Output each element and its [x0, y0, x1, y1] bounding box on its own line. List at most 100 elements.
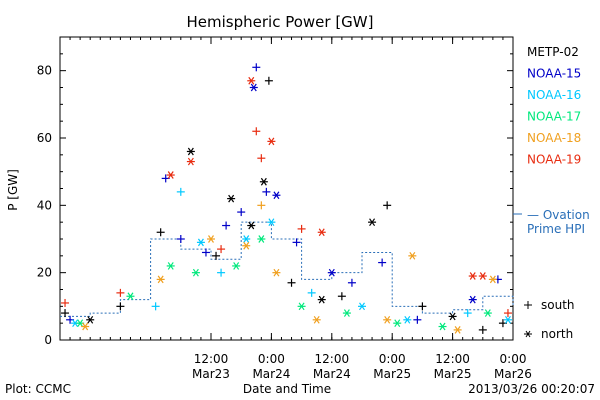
noaa-15-point-13 — [378, 258, 387, 267]
noaa-18-point-5 — [272, 268, 281, 277]
noaa-19-point-9 — [297, 224, 306, 233]
noaa-18-point-2 — [207, 235, 215, 243]
x-tick-time-2: 12:00 — [315, 352, 350, 366]
noaa-16-point-10 — [463, 309, 472, 318]
metp-02-point-16 — [448, 312, 457, 321]
noaa-15-point-5 — [237, 208, 246, 217]
metp-02-point-11 — [317, 295, 326, 304]
marker-legend: south north — [524, 298, 575, 341]
legend-noaa-19: NOAA-19 — [527, 153, 581, 167]
metp-02-point-14 — [383, 201, 392, 210]
noaa-18-point-7 — [383, 315, 392, 324]
noaa-18-point-1 — [156, 275, 165, 284]
plot-timestamp: 2013/03/26 00:20:07 — [468, 382, 595, 396]
legend-noaa-18: NOAA-18 — [527, 131, 581, 145]
marker-legend-south: south — [541, 298, 575, 312]
noaa-18-point-6 — [312, 315, 321, 324]
noaa-17-point-7 — [342, 309, 351, 317]
noaa-15-point-15 — [468, 295, 477, 304]
noaa-17-point-2 — [166, 262, 175, 270]
noaa-16-point-11 — [503, 315, 512, 324]
noaa-16-point-9 — [403, 315, 412, 324]
metp-02-point-5 — [212, 251, 221, 260]
satellite-markers — [61, 63, 512, 334]
noaa-19-point-5 — [247, 76, 256, 85]
noaa-16-point-1 — [151, 302, 160, 311]
metp-02-point-1 — [86, 315, 95, 324]
y-axis-label: P [GW] — [6, 169, 20, 211]
x-tick-date-3: Mar25 — [373, 367, 411, 381]
noaa-17-point-10 — [483, 309, 492, 317]
noaa-16-point-7 — [307, 288, 316, 297]
x-tick-time-4: 12:00 — [435, 352, 470, 366]
noaa-17-point-4 — [232, 262, 241, 270]
noaa-16-point-3 — [196, 238, 205, 247]
legend-noaa-15: NOAA-15 — [527, 67, 581, 81]
x-tick-time-1: 0:00 — [258, 352, 285, 366]
noaa-15-point-7 — [252, 63, 261, 72]
noaa-19-point-0 — [61, 298, 70, 307]
metp-02-point-15 — [418, 302, 427, 311]
noaa-19-point-12 — [478, 272, 487, 280]
metp-02-point-6 — [227, 194, 236, 203]
noaa-15-point-10 — [292, 238, 301, 247]
noaa-19-point-1 — [116, 288, 125, 297]
x-tick-time-5: 0:00 — [500, 352, 527, 366]
noaa-16-point-4 — [217, 268, 226, 277]
marker-legend-star — [524, 330, 532, 338]
ovation-prime-hpi-line — [60, 213, 522, 317]
legend: METP-02 NOAA-15 NOAA-16 NOAA-17 NOAA-18 NOAA-… — [527, 45, 581, 167]
noaa-17-point-5 — [257, 235, 266, 243]
metp-02-point-2 — [116, 302, 125, 311]
legend-noaa-17: NOAA-17 — [527, 110, 581, 124]
noaa-15-point-2 — [176, 235, 185, 243]
metp-02-point-13 — [368, 218, 377, 227]
y-tick-label-3: 60 — [37, 131, 52, 145]
x-axis-label: Date and Time — [243, 382, 331, 396]
metp-02-point-4 — [186, 147, 195, 156]
noaa-15-point-11 — [327, 268, 336, 277]
metp-02-point-7 — [247, 221, 256, 230]
noaa-19-point-8 — [267, 137, 276, 146]
noaa-17-point-9 — [438, 322, 447, 331]
y-tick-label-1: 20 — [37, 266, 52, 280]
x-tick-time-0: 12:00 — [194, 352, 229, 366]
x-tick-date-1: Mar24 — [252, 367, 290, 381]
y-tick-label-4: 80 — [37, 64, 52, 78]
legend-metp-02: METP-02 — [527, 45, 579, 59]
marker-legend-north: north — [541, 327, 573, 341]
chart-title: Hemispheric Power [GW] — [187, 13, 374, 31]
noaa-19-point-10 — [317, 228, 326, 237]
noaa-15-point-9 — [272, 191, 281, 200]
metp-02-point-3 — [156, 228, 165, 237]
noaa-19-point-3 — [186, 157, 195, 166]
noaa-16-point-6 — [267, 218, 276, 227]
noaa-15-point-4 — [222, 221, 231, 230]
noaa-18-point-10 — [488, 275, 497, 284]
noaa-15-point-14 — [413, 315, 422, 324]
x-axis: 12:00Mar230:00Mar2412:00Mar240:00Mar2512… — [59, 37, 532, 381]
noaa-17-point-3 — [191, 268, 200, 277]
ovation-hpi-step-line — [60, 221, 514, 317]
metp-02-point-8 — [259, 177, 268, 186]
metp-02-point-10 — [287, 278, 296, 287]
noaa-18-point-8 — [408, 251, 417, 260]
metp-02-point-0 — [61, 309, 70, 318]
y-tick-label-0: 0 — [44, 333, 52, 347]
plot-frame — [59, 36, 514, 341]
noaa-16-point-5 — [242, 235, 251, 243]
noaa-18-point-4 — [257, 201, 266, 210]
legend-noaa-16: NOAA-16 — [527, 88, 581, 102]
noaa-15-point-12 — [347, 278, 356, 287]
metp-02-point-12 — [337, 292, 346, 301]
plot-credit: Plot: CCMC — [5, 382, 71, 396]
noaa-17-point-6 — [297, 302, 306, 311]
x-tick-date-5: Mar26 — [494, 367, 532, 381]
noaa-19-point-13 — [503, 309, 512, 318]
legend-ovation-line2: Prime HPI — [527, 222, 585, 236]
x-tick-time-3: 0:00 — [379, 352, 406, 366]
metp-02-point-17 — [478, 325, 487, 334]
noaa-18-point-9 — [453, 326, 462, 334]
noaa-19-point-11 — [468, 272, 477, 280]
noaa-19-point-2 — [166, 171, 175, 179]
